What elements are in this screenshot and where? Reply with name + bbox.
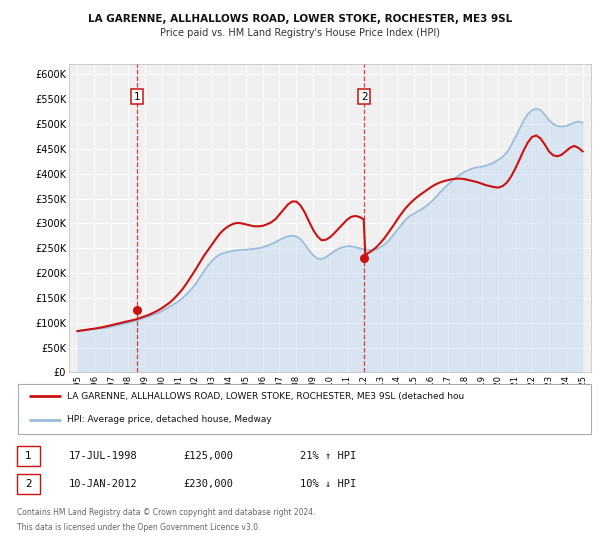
- Text: 2: 2: [361, 92, 368, 102]
- Text: Contains HM Land Registry data © Crown copyright and database right 2024.: Contains HM Land Registry data © Crown c…: [17, 508, 316, 517]
- Text: 1: 1: [134, 92, 140, 102]
- Text: 17-JUL-1998: 17-JUL-1998: [69, 451, 138, 461]
- Text: 2: 2: [25, 479, 32, 489]
- Text: This data is licensed under the Open Government Licence v3.0.: This data is licensed under the Open Gov…: [17, 523, 260, 532]
- Text: £125,000: £125,000: [183, 451, 233, 461]
- Text: £230,000: £230,000: [183, 479, 233, 489]
- Text: 1: 1: [25, 451, 32, 461]
- Text: 10% ↓ HPI: 10% ↓ HPI: [300, 479, 356, 489]
- Text: 10-JAN-2012: 10-JAN-2012: [69, 479, 138, 489]
- Text: Price paid vs. HM Land Registry's House Price Index (HPI): Price paid vs. HM Land Registry's House …: [160, 28, 440, 38]
- Text: LA GARENNE, ALLHALLOWS ROAD, LOWER STOKE, ROCHESTER, ME3 9SL (detached hou: LA GARENNE, ALLHALLOWS ROAD, LOWER STOKE…: [67, 391, 464, 401]
- Text: 21% ↑ HPI: 21% ↑ HPI: [300, 451, 356, 461]
- Text: LA GARENNE, ALLHALLOWS ROAD, LOWER STOKE, ROCHESTER, ME3 9SL: LA GARENNE, ALLHALLOWS ROAD, LOWER STOKE…: [88, 14, 512, 24]
- Text: HPI: Average price, detached house, Medway: HPI: Average price, detached house, Medw…: [67, 416, 271, 424]
